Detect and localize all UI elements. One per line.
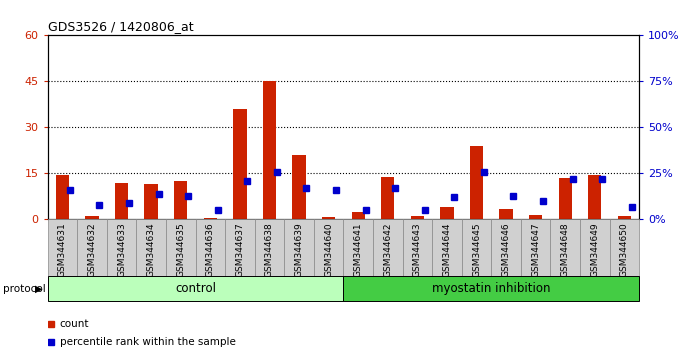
Bar <box>558 178 572 219</box>
Text: count: count <box>60 319 89 329</box>
Bar <box>56 175 69 219</box>
FancyBboxPatch shape <box>403 219 432 276</box>
FancyBboxPatch shape <box>609 219 639 276</box>
FancyBboxPatch shape <box>136 219 166 276</box>
Text: GSM344642: GSM344642 <box>384 222 392 277</box>
FancyBboxPatch shape <box>254 219 284 276</box>
Bar <box>440 207 454 219</box>
Bar <box>499 209 513 219</box>
Bar <box>322 217 335 219</box>
Bar <box>588 175 602 219</box>
Bar <box>233 109 247 219</box>
Text: GSM344646: GSM344646 <box>502 222 511 277</box>
Text: GSM344644: GSM344644 <box>443 222 452 277</box>
FancyBboxPatch shape <box>551 219 580 276</box>
FancyBboxPatch shape <box>225 219 254 276</box>
FancyBboxPatch shape <box>343 219 373 276</box>
Bar <box>411 216 424 219</box>
Bar <box>144 184 158 219</box>
FancyBboxPatch shape <box>48 219 78 276</box>
Text: GDS3526 / 1420806_at: GDS3526 / 1420806_at <box>48 20 193 33</box>
Bar <box>174 181 188 219</box>
Bar <box>292 155 306 219</box>
FancyBboxPatch shape <box>491 219 521 276</box>
Text: GSM344649: GSM344649 <box>590 222 599 277</box>
Text: GSM344636: GSM344636 <box>206 222 215 277</box>
Bar <box>203 218 217 219</box>
Bar <box>115 183 129 219</box>
Bar <box>470 146 483 219</box>
Bar <box>381 177 394 219</box>
FancyBboxPatch shape <box>313 219 343 276</box>
Text: GSM344640: GSM344640 <box>324 222 333 277</box>
Bar <box>529 215 543 219</box>
Text: percentile rank within the sample: percentile rank within the sample <box>60 337 235 348</box>
Text: GSM344641: GSM344641 <box>354 222 362 277</box>
Text: control: control <box>175 282 216 295</box>
Text: GSM344645: GSM344645 <box>472 222 481 277</box>
Text: GSM344632: GSM344632 <box>88 222 97 277</box>
FancyBboxPatch shape <box>462 219 491 276</box>
Text: GSM344637: GSM344637 <box>235 222 244 277</box>
FancyBboxPatch shape <box>580 219 609 276</box>
Text: GSM344648: GSM344648 <box>561 222 570 277</box>
FancyBboxPatch shape <box>521 219 551 276</box>
Text: GSM344639: GSM344639 <box>294 222 303 277</box>
FancyBboxPatch shape <box>373 219 403 276</box>
Bar <box>617 216 631 219</box>
FancyBboxPatch shape <box>284 219 313 276</box>
Text: GSM344631: GSM344631 <box>58 222 67 277</box>
Text: ▶: ▶ <box>35 284 42 293</box>
FancyBboxPatch shape <box>78 219 107 276</box>
FancyBboxPatch shape <box>196 219 225 276</box>
Text: protocol: protocol <box>3 284 46 293</box>
FancyBboxPatch shape <box>107 219 136 276</box>
Text: GSM344634: GSM344634 <box>147 222 156 277</box>
Text: myostatin inhibition: myostatin inhibition <box>432 282 551 295</box>
FancyBboxPatch shape <box>343 276 639 301</box>
Bar <box>352 212 365 219</box>
Bar <box>262 81 276 219</box>
Text: GSM344650: GSM344650 <box>620 222 629 277</box>
Text: GSM344643: GSM344643 <box>413 222 422 277</box>
Text: GSM344633: GSM344633 <box>117 222 126 277</box>
FancyBboxPatch shape <box>432 219 462 276</box>
FancyBboxPatch shape <box>166 219 196 276</box>
Bar <box>85 216 99 219</box>
Text: GSM344647: GSM344647 <box>531 222 540 277</box>
FancyBboxPatch shape <box>48 276 343 301</box>
Text: GSM344638: GSM344638 <box>265 222 274 277</box>
Text: GSM344635: GSM344635 <box>176 222 185 277</box>
